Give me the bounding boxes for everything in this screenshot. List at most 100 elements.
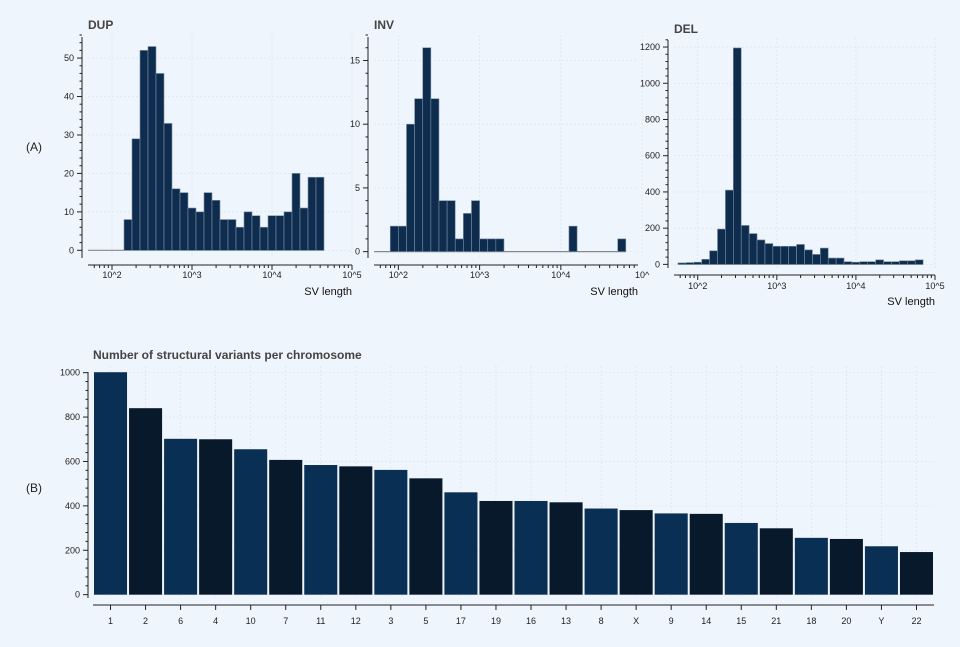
x-tick-label: 5 bbox=[423, 616, 428, 626]
histogram-bar bbox=[812, 254, 821, 265]
x-tick-label: 4 bbox=[213, 616, 218, 626]
chromosome-bar bbox=[654, 513, 688, 595]
chromosome-bar-chart: Number of structural variants per chromo… bbox=[60, 348, 934, 626]
histogram-bar bbox=[259, 226, 269, 251]
histogram-bar bbox=[796, 244, 805, 265]
chromosome-bar bbox=[129, 408, 163, 595]
histogram-bar bbox=[851, 261, 861, 265]
x-tick-label: 10^4 bbox=[846, 281, 865, 291]
histogram-bar bbox=[756, 239, 766, 265]
histogram-bar bbox=[179, 192, 189, 251]
histogram-bar bbox=[463, 213, 472, 252]
histogram-bar bbox=[495, 238, 505, 252]
y-tick-label: 800 bbox=[65, 412, 80, 422]
y-tick-label: 200 bbox=[645, 223, 660, 233]
histogram-bar bbox=[899, 260, 908, 265]
histogram-bar bbox=[291, 173, 301, 251]
x-tick-label: 18 bbox=[806, 616, 816, 626]
chromosome-bar bbox=[199, 439, 233, 595]
chromosome-bar bbox=[759, 528, 793, 595]
y-tick-label: 800 bbox=[645, 114, 660, 124]
y-tick-label: 1000 bbox=[60, 368, 80, 378]
x-tick-label: 20 bbox=[841, 616, 851, 626]
y-tick-label: 1000 bbox=[640, 78, 660, 88]
y-tick-label: 0 bbox=[69, 245, 74, 255]
x-tick-label: 6 bbox=[178, 616, 183, 626]
histogram-bar bbox=[701, 259, 710, 265]
x-tick-label: 10^2 bbox=[389, 270, 408, 280]
x-axis-label: SV length bbox=[304, 286, 352, 298]
histogram-bar bbox=[446, 200, 456, 252]
histogram-bar bbox=[568, 225, 578, 252]
y-tick-label: 30 bbox=[64, 130, 74, 140]
histogram-bar bbox=[307, 176, 317, 251]
y-tick-label: 0 bbox=[355, 247, 360, 257]
histogram-bar bbox=[275, 215, 285, 251]
histogram-bar bbox=[685, 262, 695, 265]
chromosome-bar bbox=[444, 492, 478, 595]
chromosome-bar bbox=[94, 372, 128, 595]
histogram-bar bbox=[406, 123, 415, 252]
panel-label-b: (B) bbox=[26, 481, 42, 495]
chart-title: Number of structural variants per chromo… bbox=[93, 348, 362, 362]
histogram-bar bbox=[315, 176, 325, 251]
x-tick-label: 10^4 bbox=[551, 270, 570, 280]
histogram-bar bbox=[203, 192, 213, 251]
histogram-bar bbox=[389, 225, 399, 252]
histogram-bar bbox=[780, 245, 789, 265]
histogram-bar bbox=[859, 261, 869, 265]
x-tick-label: 9 bbox=[669, 616, 674, 626]
histogram-bar bbox=[171, 188, 181, 251]
x-tick-label: 11 bbox=[316, 616, 325, 626]
x-tick-label: 12 bbox=[351, 616, 361, 626]
x-tick-label: 10^3 bbox=[767, 281, 786, 291]
histogram-bar bbox=[211, 200, 221, 251]
x-tick-label: 21 bbox=[771, 616, 781, 626]
histogram-bar bbox=[835, 257, 845, 265]
chromosome-bar bbox=[584, 508, 618, 595]
histogram-bar bbox=[914, 259, 924, 265]
panel-label-a: (A) bbox=[26, 140, 42, 154]
chromosome-bar bbox=[689, 513, 723, 595]
y-tick-label: 200 bbox=[65, 545, 80, 555]
y-tick-label: 15 bbox=[350, 55, 360, 65]
histogram-bar bbox=[479, 238, 489, 252]
histogram-bar bbox=[827, 257, 837, 265]
histogram-bar bbox=[454, 238, 464, 252]
histogram-bar bbox=[219, 219, 229, 251]
histogram-bar bbox=[764, 243, 774, 265]
histogram-bar bbox=[155, 73, 165, 251]
y-tick-label: 10 bbox=[64, 207, 74, 217]
chromosome-bar bbox=[724, 522, 758, 595]
histogram-bar bbox=[414, 98, 424, 252]
chromosome-bar bbox=[234, 449, 268, 595]
histogram-bar bbox=[875, 259, 884, 265]
histogram-bar bbox=[139, 50, 149, 251]
chromosome-bar bbox=[164, 438, 198, 595]
x-tick-label: 17 bbox=[456, 616, 466, 626]
histogram-bar bbox=[748, 233, 758, 265]
x-tick-label: 16 bbox=[526, 616, 536, 626]
y-tick-label: 50 bbox=[64, 53, 74, 63]
x-tick-label: 1 bbox=[108, 616, 113, 626]
x-tick-label: 10^2 bbox=[688, 281, 707, 291]
x-tick-label: 10 bbox=[246, 616, 256, 626]
x-tick-label: 10^4 bbox=[262, 270, 281, 280]
y-tick-label: 1200 bbox=[640, 42, 660, 52]
chromosome-bar bbox=[829, 538, 863, 595]
histogram-bar bbox=[283, 211, 293, 251]
x-tick-label: 14 bbox=[701, 616, 711, 626]
x-tick-label: 10^3 bbox=[470, 270, 489, 280]
histogram-bar bbox=[195, 211, 205, 251]
histogram-bar bbox=[299, 207, 309, 251]
x-tick-label: 10^5 bbox=[925, 281, 944, 291]
histogram-bar bbox=[740, 225, 750, 265]
histogram-bar bbox=[243, 211, 253, 251]
histogram-bar bbox=[733, 47, 742, 265]
chromosome-bar bbox=[339, 466, 373, 595]
inv-histogram: INV SV length 0 5 10 15 10^2 10^3 10^4 10^ bbox=[350, 18, 650, 298]
histogram-bar bbox=[187, 207, 197, 251]
x-tick-label: 22 bbox=[911, 616, 921, 626]
y-tick-label: 5 bbox=[355, 183, 360, 193]
chromosome-bar bbox=[549, 502, 583, 595]
